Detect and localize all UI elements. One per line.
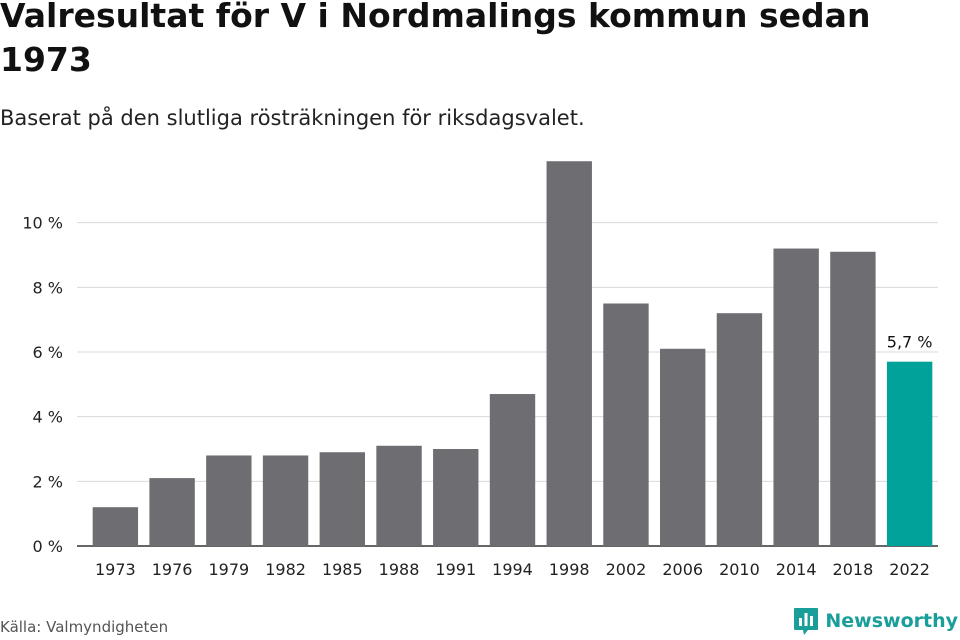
bar-1976[interactable] xyxy=(149,478,195,546)
bar-1973[interactable] xyxy=(92,507,139,546)
x-tick-label: 1982 xyxy=(265,560,306,579)
source-note: Källa: Valmyndigheten xyxy=(0,618,169,636)
bar-1991[interactable] xyxy=(433,449,479,546)
x-tick-label: 1998 xyxy=(549,560,590,579)
y-tick-label: 10 % xyxy=(22,214,63,233)
x-tick-label: 1994 xyxy=(492,560,533,579)
x-tick-label: 2006 xyxy=(662,560,703,579)
chart-subtitle: Baserat på den slutliga rösträkningen fö… xyxy=(0,106,585,130)
bar-1988[interactable] xyxy=(376,445,422,546)
bar-2002[interactable] xyxy=(603,303,649,547)
y-tick-label: 2 % xyxy=(33,472,63,491)
bar-chart-logo-icon xyxy=(794,608,819,635)
bar-1998[interactable] xyxy=(546,161,592,546)
bar-1994[interactable] xyxy=(489,394,536,546)
x-tick-label: 1973 xyxy=(95,560,136,579)
bar-2006[interactable] xyxy=(660,348,706,546)
x-tick-label: 2002 xyxy=(606,560,647,579)
x-tick-label: 2014 xyxy=(776,560,817,579)
x-tick-label: 2022 xyxy=(889,560,930,579)
x-tick-label: 1985 xyxy=(322,560,363,579)
x-tick-label: 1979 xyxy=(208,560,249,579)
bar-1979[interactable] xyxy=(206,455,252,546)
y-tick-label: 8 % xyxy=(33,278,63,297)
bar-2018[interactable] xyxy=(830,251,876,546)
x-tick-label: 1976 xyxy=(152,560,193,579)
bar-1982[interactable] xyxy=(262,455,309,546)
bar-2010[interactable] xyxy=(716,313,763,546)
bar-2014[interactable] xyxy=(773,248,819,547)
y-tick-label: 6 % xyxy=(33,343,63,362)
x-tick-label: 1991 xyxy=(435,560,476,579)
y-tick-label: 4 % xyxy=(33,408,63,427)
data-label: 5,7 % xyxy=(887,333,933,352)
bar-chart: 0 % 2 % 4 % 6 % 8 % 10 % 1973 1976 1979 1982 1985 1… xyxy=(22,161,938,579)
bar-2022[interactable] xyxy=(886,361,933,546)
x-tick-label: 1988 xyxy=(379,560,420,579)
labels: 0 % 2 % 4 % 6 % 8 % 10 % 1973 1976 1979 1982 1985 1… xyxy=(22,214,932,579)
chart-title: Valresultat för V i Nordmalings kommun s… xyxy=(0,0,871,79)
y-tick-label: 0 % xyxy=(33,537,63,556)
brand-name: Newsworthy xyxy=(825,610,958,632)
x-tick-label: 2018 xyxy=(833,560,874,579)
bar-1985[interactable] xyxy=(319,452,365,546)
brand-logo[interactable]: Newsworthy xyxy=(793,606,958,636)
bars xyxy=(92,161,933,547)
x-tick-label: 2010 xyxy=(719,560,760,579)
